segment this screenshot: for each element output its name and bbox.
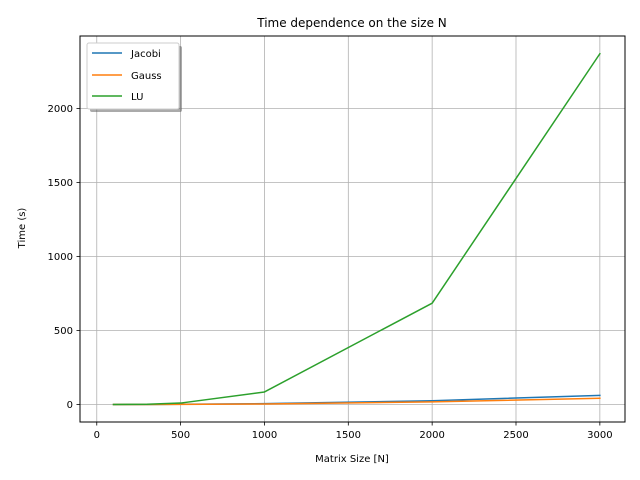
y-tick-label: 2000 [48,104,73,115]
legend-label-gauss: Gauss [131,71,162,82]
y-tick-label: 1500 [48,178,73,189]
x-axis-label: Matrix Size [N] [315,454,389,465]
y-axis-label: Time (s) [17,208,28,250]
legend: Jacobi Gauss LU [86,42,182,112]
series-lines [112,52,601,406]
x-tick-label: 1000 [252,430,277,441]
x-tick-label: 3000 [587,430,612,441]
axis-ticks: 0 500 1000 1500 2000 2500 3000 0 500 1000 1500 2000 [48,104,613,441]
y-tick-label: 0 [67,400,73,411]
y-tick-label: 1000 [48,252,73,263]
x-tick-label: 1500 [336,430,361,441]
x-tick-label: 0 [94,430,100,441]
y-tick-label: 500 [54,326,73,337]
legend-box [86,42,180,110]
chart-title: Time dependence on the size N [256,16,447,30]
x-tick-label: 2000 [419,430,444,441]
x-tick-label: 500 [171,430,190,441]
series-line-lu [112,52,601,406]
plot-area-frame [79,35,626,423]
legend-label-lu: LU [131,92,143,103]
x-tick-label: 2500 [503,430,528,441]
legend-label-jacobi: Jacobi [130,49,161,60]
